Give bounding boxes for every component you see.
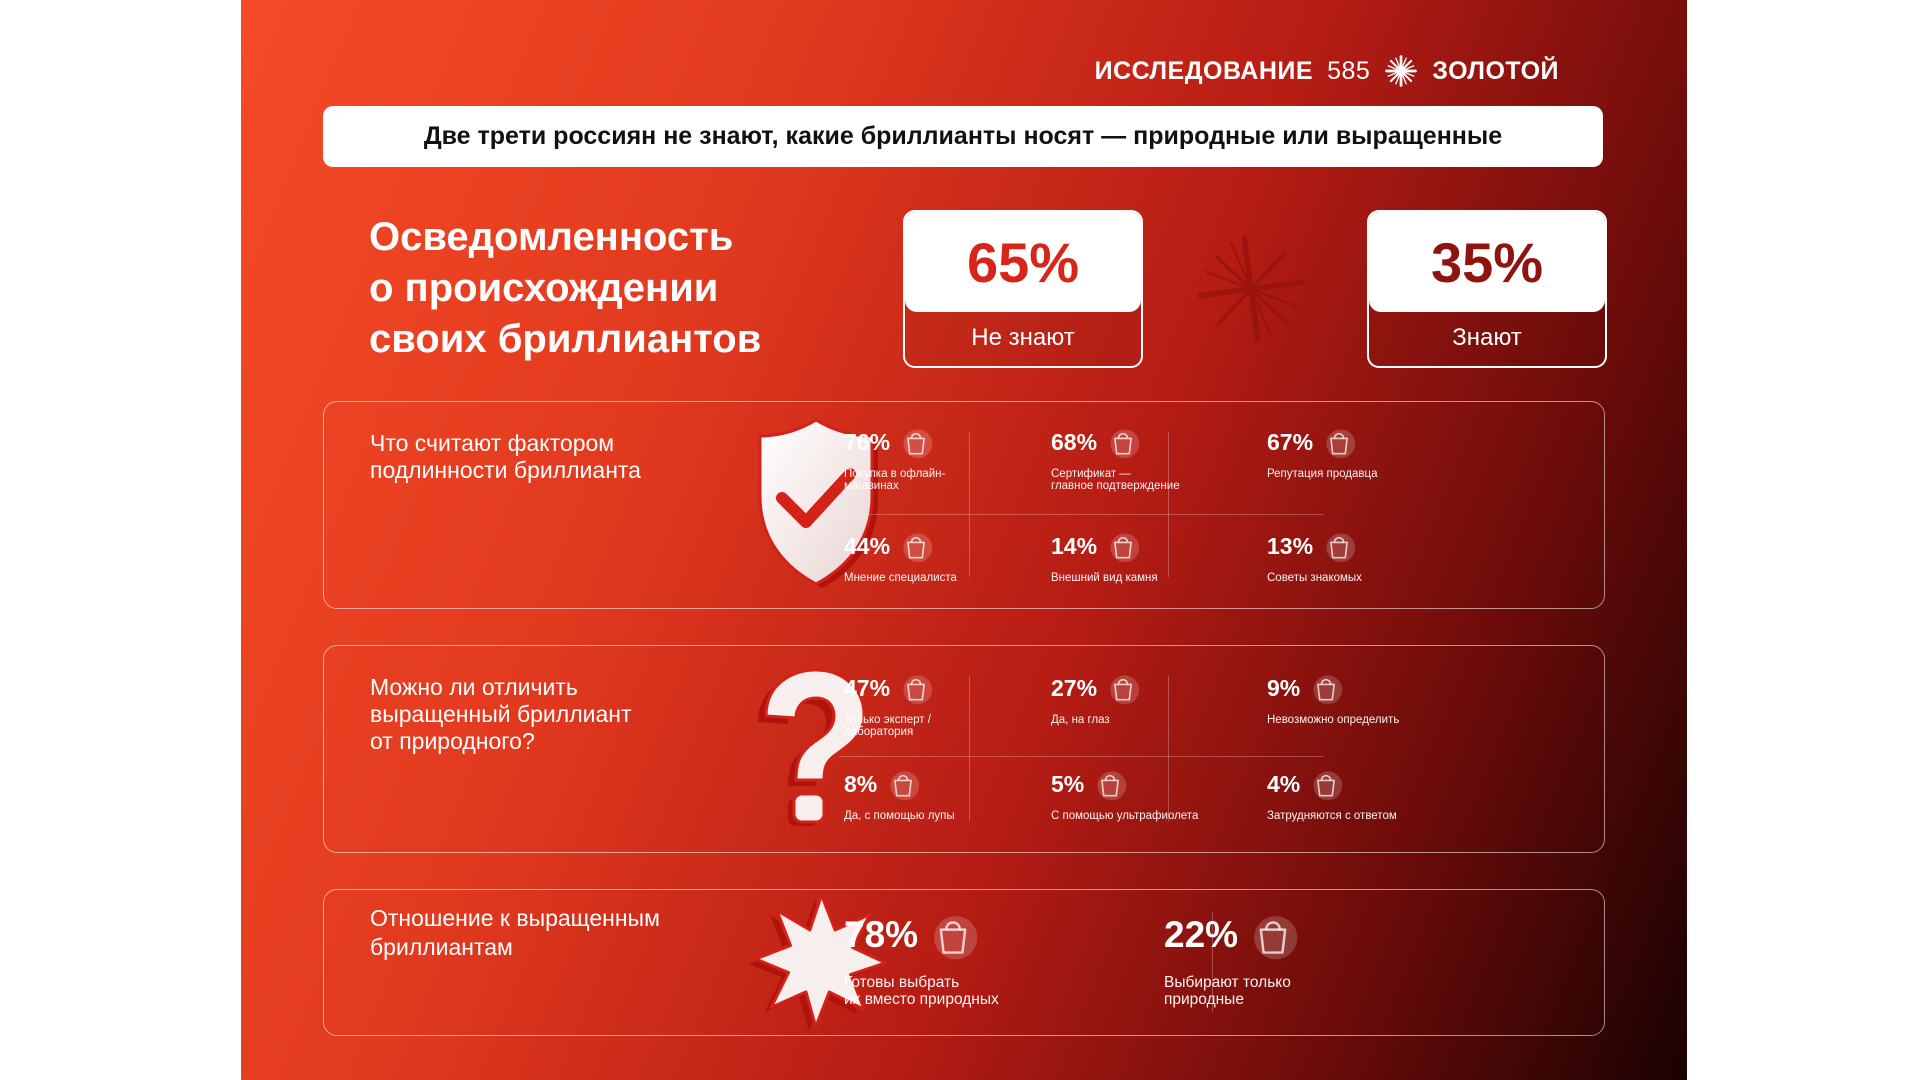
shopping-bag-icon <box>1313 675 1343 705</box>
stat-label: Затрудняются с ответом <box>1267 810 1397 822</box>
sparkle-star-icon <box>1385 55 1418 87</box>
awareness-title-line: своих бриллиантов <box>369 317 762 361</box>
stat-label: Советы знакомых <box>1267 572 1362 584</box>
brand-text: ИССЛЕДОВАНИЕ <box>1094 56 1314 85</box>
stat-value: 76% <box>844 428 891 455</box>
dont-know-label: Не знают <box>971 324 1075 351</box>
stat-item: 8% Да, с помощью лупы <box>844 766 1034 823</box>
stat-item: 9% Невозможно определить <box>1267 670 1457 727</box>
shopping-bag-icon <box>1326 533 1356 563</box>
stat-value: 68% <box>1051 428 1098 455</box>
stat-value: 5% <box>1051 770 1085 797</box>
panel-title-line: подлинности бриллианта <box>370 457 641 483</box>
headline: Две трети россиян не знают, какие брилли… <box>323 106 1603 167</box>
stat-item: 13% Советы знакомых <box>1267 528 1457 585</box>
stat-label: Выбирают только природные <box>1164 974 1291 1008</box>
authenticity-panel: Что считают фактором подлинности бриллиа… <box>323 401 1605 609</box>
stat-value: 47% <box>844 674 891 701</box>
know-label: Знают <box>1452 324 1522 351</box>
shopping-bag-icon <box>1326 429 1356 459</box>
shopping-bag-icon <box>1110 675 1140 705</box>
infographic-poster: ИССЛЕДОВАНИЕ 585 ЗОЛОТОЙ Две трети росси… <box>241 0 1687 1080</box>
shopping-bag-icon <box>1110 429 1140 459</box>
stat-value: 9% <box>1267 674 1301 701</box>
panel-title-line: выращенный бриллиант <box>370 701 632 727</box>
distinguish-panel: Можно ли отличить выращенный бриллиант о… <box>323 645 1605 853</box>
stat-value: 78% <box>844 914 919 955</box>
shopping-bag-icon <box>934 916 978 960</box>
stat-value: 67% <box>1267 428 1314 455</box>
brand-logo: ИССЛЕДОВАНИЕ 585 ЗОЛОТОЙ <box>1095 54 1559 88</box>
shopping-bag-icon <box>903 533 933 563</box>
shopping-bag-icon <box>1254 916 1298 960</box>
stat-label: Да, на глаз <box>1051 714 1110 726</box>
shield-check-icon <box>758 418 878 588</box>
awareness-title: Осведомленность о происхождении своих бр… <box>369 212 849 365</box>
stat-value: 27% <box>1051 674 1098 701</box>
stat-item: 4% Затрудняются с ответом <box>1267 766 1457 823</box>
distinguish-title: Можно ли отличить выращенный бриллиант о… <box>370 674 710 755</box>
awareness-title-line: о происхождении <box>369 266 719 310</box>
attitude-panel: Отношение к выращенным бриллиантам 78% Г… <box>323 889 1605 1036</box>
stat-label: Внешний вид камня <box>1051 572 1158 584</box>
stat-value: 8% <box>844 770 878 797</box>
stat-item: 47% Только эксперт / лаборатория <box>844 670 1034 738</box>
know-value: 35% <box>1369 212 1605 312</box>
stat-label: Сертификат — главное подтверждение <box>1051 468 1180 492</box>
stat-label: Репутация продавца <box>1267 468 1378 480</box>
stat-label: Да, с помощью лупы <box>844 810 955 822</box>
stat-item: 67% Репутация продавца <box>1267 424 1457 481</box>
stat-label: Невозможно определить <box>1267 714 1400 726</box>
brand-name: ЗОЛОТОЙ <box>1432 56 1559 85</box>
stat-label: С помощью ультрафиолета <box>1051 810 1199 822</box>
stat-value: 13% <box>1267 532 1314 559</box>
stat-item: 44% Мнение специалиста <box>844 528 1034 585</box>
awareness-title-line: Осведомленность <box>369 215 734 259</box>
authenticity-title: Что считают фактором подлинности бриллиа… <box>370 430 710 484</box>
stat-value: 44% <box>844 532 891 559</box>
stat-item: 22% Выбирают только природные <box>1164 908 1464 1008</box>
stat-value: 4% <box>1267 770 1301 797</box>
stat-item: 14% Внешний вид камня <box>1051 528 1241 585</box>
stat-item: 68% Сертификат — главное подтверждение <box>1051 424 1241 493</box>
dont-know-value: 65% <box>905 212 1141 312</box>
shopping-bag-icon <box>890 771 920 801</box>
stat-label: Только эксперт / лаборатория <box>844 714 931 738</box>
panel-title-line: Отношение к выращенным <box>370 905 660 931</box>
stat-label: Мнение специалиста <box>844 572 957 584</box>
stat-item: 5% С помощью ультрафиолета <box>1051 766 1241 823</box>
question-mark-icon <box>758 668 866 826</box>
shopping-bag-icon <box>903 675 933 705</box>
stat-item: 27% Да, на глаз <box>1051 670 1241 726</box>
stat-value: 22% <box>1164 914 1239 955</box>
brand-number: 585 <box>1327 56 1371 85</box>
shopping-bag-icon <box>1313 771 1343 801</box>
shopping-bag-icon <box>1097 771 1127 801</box>
stat-item: 76% Покупка в офлайн-магазинах <box>844 424 1034 493</box>
star-burst-icon <box>749 893 887 1032</box>
panel-title-line: Можно ли отличить <box>370 674 578 700</box>
sparkle-star-icon <box>1197 235 1305 343</box>
panel-title-line: от природного? <box>370 728 535 754</box>
stat-label: Готовы выбрать их вместо природных <box>844 974 999 1008</box>
shopping-bag-icon <box>1110 533 1140 563</box>
stat-item: 78% Готовы выбрать их вместо природных <box>844 908 1144 1008</box>
panel-title-line: Что считают фактором <box>370 430 615 456</box>
shopping-bag-icon <box>903 429 933 459</box>
stat-label: Покупка в офлайн-магазинах <box>844 468 946 492</box>
panel-title-line: бриллиантам <box>370 934 513 960</box>
know-card: 35% Знают <box>1367 210 1607 368</box>
attitude-title: Отношение к выращенным бриллиантам <box>370 904 710 962</box>
stat-value: 14% <box>1051 532 1098 559</box>
dont-know-card: 65% Не знают <box>903 210 1143 368</box>
